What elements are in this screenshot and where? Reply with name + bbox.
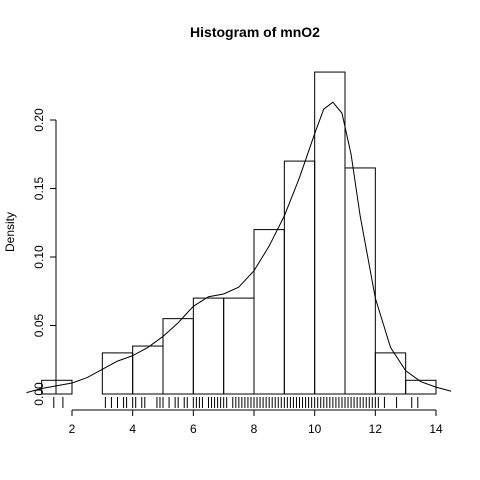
x-tick-label: 14 bbox=[429, 422, 443, 436]
histogram-bar bbox=[42, 380, 72, 394]
rug-ticks bbox=[54, 397, 418, 408]
histogram-bar bbox=[193, 298, 223, 394]
y-axis-title: Density bbox=[3, 212, 17, 252]
histogram-bars bbox=[42, 72, 436, 394]
x-tick-label: 4 bbox=[129, 422, 136, 436]
x-tick-label: 12 bbox=[369, 422, 383, 436]
x-tick-label: 10 bbox=[308, 422, 322, 436]
y-tick-label: 0.05 bbox=[32, 313, 46, 337]
y-axis: 0.00 0.05 0.10 0.15 0.20 bbox=[32, 108, 56, 406]
x-tick-label: 6 bbox=[190, 422, 197, 436]
y-tick-label: 0.00 bbox=[32, 382, 46, 406]
density-curve-group bbox=[27, 102, 452, 392]
histogram-bar bbox=[102, 353, 132, 394]
histogram-bar bbox=[375, 353, 405, 394]
histogram-bar bbox=[284, 161, 314, 394]
histogram-bar bbox=[345, 168, 375, 394]
y-tick-label: 0.10 bbox=[32, 245, 46, 269]
chart-title: Histogram of mnO2 bbox=[190, 24, 320, 40]
histogram-bar bbox=[224, 298, 254, 394]
x-tick-label: 2 bbox=[69, 422, 76, 436]
histogram-bar bbox=[163, 319, 193, 394]
x-axis: 2 4 6 8 10 12 14 bbox=[69, 410, 443, 436]
density-curve bbox=[27, 102, 452, 392]
histogram-bar bbox=[406, 380, 436, 394]
y-tick-label: 0.15 bbox=[32, 176, 46, 200]
y-tick-label: 0.20 bbox=[32, 108, 46, 132]
histogram-bar bbox=[254, 230, 284, 394]
x-tick-label: 8 bbox=[251, 422, 258, 436]
